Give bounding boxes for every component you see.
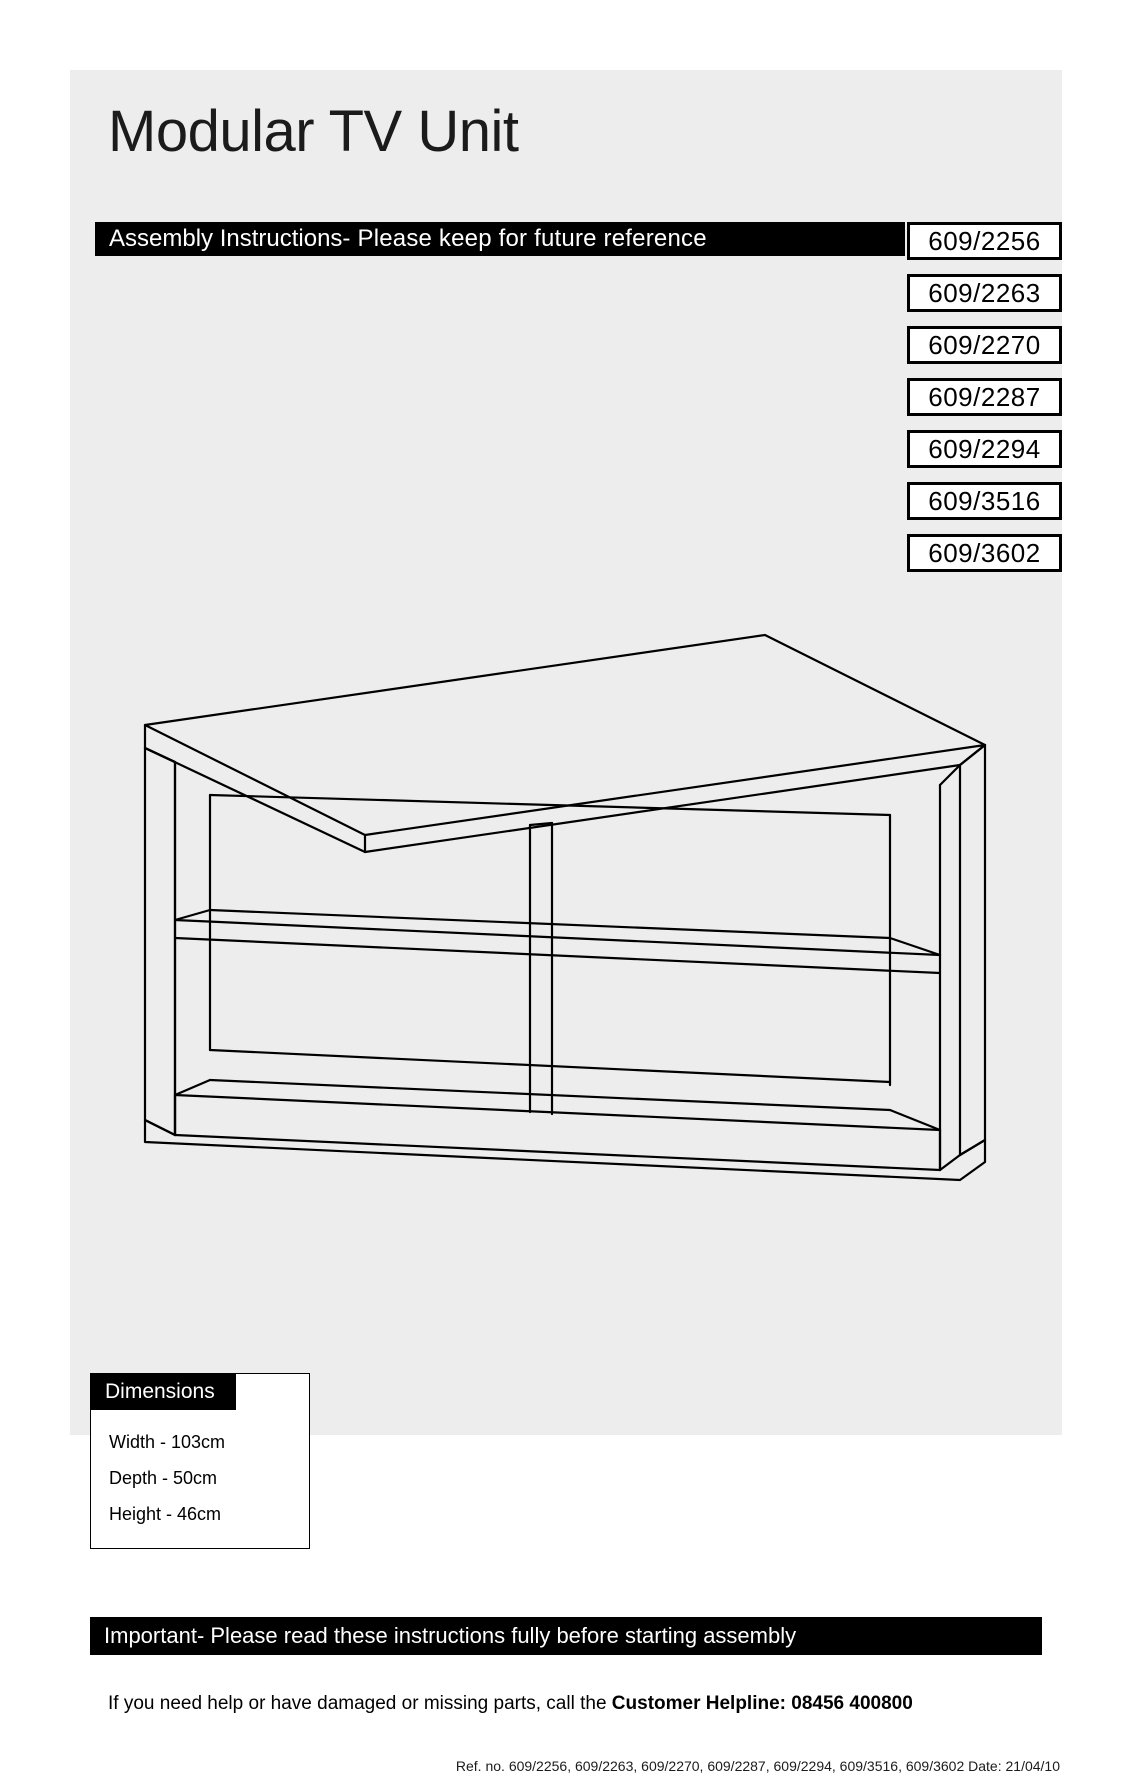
dimension-height: Height - 46cm	[109, 1496, 291, 1532]
product-code: 609/2270	[907, 326, 1062, 364]
dimension-depth: Depth - 50cm	[109, 1460, 291, 1496]
important-note: - Please read these instructions fully b…	[197, 1623, 796, 1649]
footer-reference: Ref. no. 609/2256, 609/2263, 609/2270, 6…	[456, 1758, 1060, 1774]
footer-ref-label: Ref. no.	[456, 1758, 509, 1774]
product-code: 609/2287	[907, 378, 1062, 416]
helpline-prefix: If you need help or have damaged or miss…	[108, 1693, 612, 1714]
important-label: Important	[104, 1623, 197, 1649]
footer-date: 21/04/10	[1006, 1758, 1061, 1774]
helpline-text: If you need help or have damaged or miss…	[108, 1693, 913, 1715]
dimensions-body: Width - 103cm Depth - 50cm Height - 46cm	[91, 1410, 309, 1548]
important-bar: Important - Please read these instructio…	[90, 1617, 1042, 1655]
product-code: 609/3516	[907, 482, 1062, 520]
assembly-instructions-note: - Please keep for future reference	[342, 225, 706, 253]
product-code-column: 609/2256 609/2263 609/2270 609/2287 609/…	[907, 222, 1062, 572]
product-code: 609/2294	[907, 430, 1062, 468]
product-code: 609/3602	[907, 534, 1062, 572]
footer-date-label: Date:	[964, 1758, 1005, 1774]
assembly-instructions-bar: Assembly Instructions - Please keep for …	[95, 222, 905, 256]
tv-unit-illustration	[120, 620, 1010, 1240]
product-code: 609/2256	[907, 222, 1062, 260]
dimension-width: Width - 103cm	[109, 1424, 291, 1460]
assembly-instructions-label: Assembly Instructions	[109, 225, 342, 253]
footer-ref-codes: 609/2256, 609/2263, 609/2270, 609/2287, …	[509, 1758, 964, 1774]
dimensions-box: Dimensions Width - 103cm Depth - 50cm He…	[90, 1373, 310, 1549]
page-title: Modular TV Unit	[108, 98, 518, 165]
helpline-number: Customer Helpline: 08456 400800	[612, 1693, 913, 1714]
product-code: 609/2263	[907, 274, 1062, 312]
dimensions-header: Dimensions	[91, 1374, 236, 1410]
